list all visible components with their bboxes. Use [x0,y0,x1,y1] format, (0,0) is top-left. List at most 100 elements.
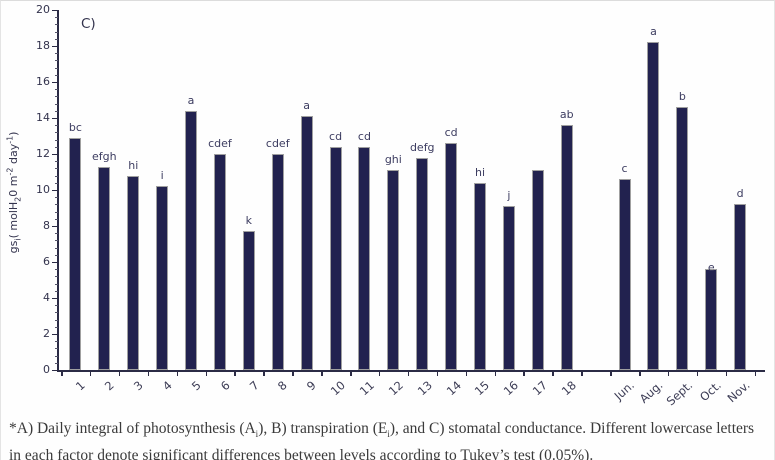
significance-letter: e [707,261,715,275]
y-axis-minor-tick [55,240,58,242]
x-axis-tick [407,372,410,376]
x-axis-tick [610,372,612,376]
x-axis-tick [581,372,583,376]
significance-letter: d [736,187,744,201]
bar [358,146,371,370]
x-axis-tick [639,372,641,376]
bar [242,231,255,370]
x-axis-category-label: 9 [304,378,320,394]
x-axis-category-label: 7 [246,378,262,394]
y-axis-tick-label: 12 [36,147,50,160]
y-axis-tick-label: 0 [43,363,50,376]
x-axis-tick [176,372,179,376]
x-axis-tick [205,372,207,376]
bar [271,154,284,370]
y-axis-minor-tick [55,362,58,364]
y-axis-minor-tick [55,175,58,177]
y-axis-minor-tick [55,254,58,256]
bar [69,137,82,370]
bar [156,186,169,370]
superscript: -1 [5,135,15,144]
y-axis-minor-tick [55,233,58,235]
y-axis-tick-label: 8 [43,219,50,232]
y-axis-tick-label: 18 [36,39,50,52]
significance-letter: hi [128,158,139,172]
x-axis-tick [147,372,150,376]
x-axis-category-label: Nov. [724,378,753,406]
significance-letter: cd [357,129,371,143]
y-axis-minor-tick [55,211,58,213]
bar [445,143,458,370]
bar [705,269,718,370]
x-axis-category-label: 8 [275,378,291,394]
x-axis-tick [725,372,728,376]
y-axis-line [57,10,59,371]
y-axis-tick [52,45,58,47]
y-axis-minor-tick [55,110,58,112]
y-axis-tick-label: 10 [36,183,50,196]
y-axis-minor-tick [55,341,58,343]
x-axis-tick [696,372,699,376]
bar [502,206,515,370]
significance-letter: k [245,214,253,228]
y-axis-tick [52,9,58,11]
y-axis-minor-tick [55,319,58,321]
x-axis-category-label: 5 [188,378,204,394]
x-axis-category-label: 17 [529,378,551,399]
y-axis-minor-tick [55,125,58,127]
y-axis-minor-tick [55,269,58,271]
y-axis-tick-label: 14 [36,111,50,124]
significance-letter: a [303,99,311,113]
y-axis-tick-label: 6 [43,255,50,268]
significance-letter: a [187,93,195,107]
y-axis-minor-tick [55,146,58,148]
y-axis-minor-tick [55,53,58,55]
y-axis-tick [52,189,58,191]
y-axis-minor-tick [55,182,58,184]
y-axis-minor-tick [55,247,58,249]
y-axis-tick-label: 4 [43,291,50,304]
x-axis-tick [754,372,757,376]
significance-letter: defg [409,140,435,154]
x-axis-category-label: 10 [327,378,348,399]
x-axis-category-label: 14 [443,378,464,399]
x-axis-tick [263,372,265,376]
bar [185,110,198,370]
y-axis-minor-tick [55,290,58,292]
x-axis-category-label: 11 [356,378,377,399]
y-axis-minor-tick [55,197,58,199]
y-axis-minor-tick [55,276,58,278]
bar [300,116,313,370]
significance-letter: j [507,189,511,203]
y-axis-tick [52,333,58,335]
figure-caption: *A) Daily integral of photosynthesis (Ai… [9,420,755,460]
significance-letter: cdef [208,137,232,150]
bar [734,204,747,370]
y-axis-minor-tick [55,103,58,105]
significance-letter: b [678,90,686,104]
y-axis-tick-label: 20 [36,3,50,16]
x-axis-category-label: 1 [73,378,88,394]
y-axis-minor-tick [55,24,58,26]
y-axis-tick [52,297,58,299]
significance-letter: a [650,25,657,39]
bar [647,42,660,370]
y-axis-minor-tick [55,89,58,91]
x-axis-tick [494,372,496,376]
significance-letter: ab [559,108,574,122]
bar [98,166,111,370]
y-axis-tick [52,369,58,371]
bar [213,154,226,370]
bar [560,125,573,370]
y-axis-tick [52,117,58,119]
x-axis-tick [321,372,323,376]
y-axis-minor-tick [55,355,58,357]
panel-label: C) [81,16,96,32]
bar [127,175,140,370]
x-axis-category-label: 3 [130,378,146,394]
x-axis-category-label: Aug. [637,378,666,406]
subscript: i [13,238,23,241]
subscript: 2 [13,196,23,202]
x-axis-category-label: 2 [101,378,117,394]
subscript: i [255,429,259,440]
